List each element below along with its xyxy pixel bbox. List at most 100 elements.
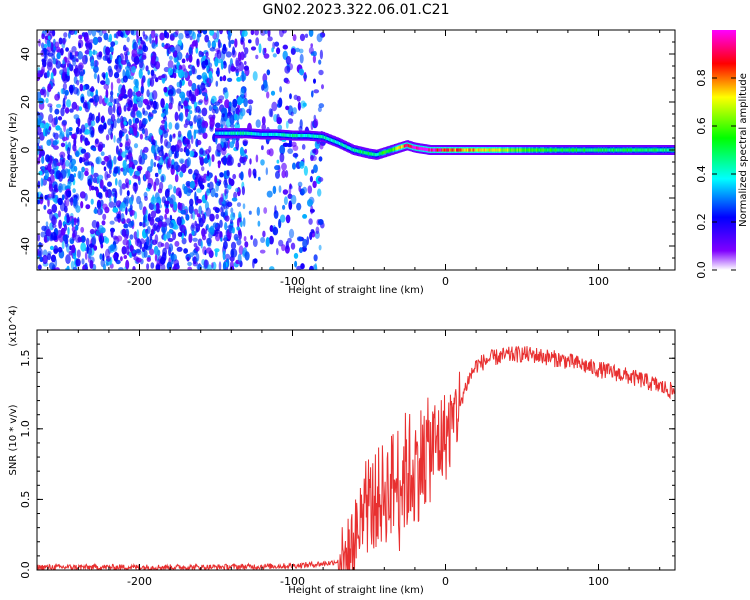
noise-cell xyxy=(169,35,175,41)
noise-cell xyxy=(50,231,57,241)
noise-cell xyxy=(71,218,74,228)
noise-cell xyxy=(183,123,188,128)
noise-cell xyxy=(133,126,138,137)
ridge-core xyxy=(464,148,467,152)
noise-cell xyxy=(53,145,59,150)
ridge-core xyxy=(310,134,313,138)
noise-cell xyxy=(132,91,136,97)
ridge-core xyxy=(491,148,495,152)
ridge-core xyxy=(279,133,283,137)
snr-xtick-label: -100 xyxy=(280,575,305,588)
noise-cell xyxy=(121,183,127,190)
noise-cell xyxy=(218,261,222,270)
noise-cell xyxy=(317,177,324,182)
noise-cell xyxy=(45,221,49,227)
noise-cell xyxy=(100,151,105,156)
noise-cell xyxy=(60,142,66,148)
noise-cell xyxy=(194,191,197,202)
noise-cell xyxy=(196,34,200,43)
ridge-core xyxy=(282,133,286,137)
noise-cell xyxy=(180,163,187,174)
ridge-core xyxy=(303,134,306,138)
ridge-core xyxy=(237,131,240,135)
noise-cell xyxy=(243,236,247,242)
noise-cell xyxy=(247,99,254,105)
noise-cell xyxy=(214,57,219,67)
noise-cell xyxy=(90,120,96,127)
noise-cell xyxy=(287,118,294,124)
noise-cell xyxy=(125,30,131,36)
noise-cell xyxy=(70,196,74,206)
noise-cell xyxy=(64,190,69,201)
noise-cell xyxy=(177,232,183,237)
noise-cell xyxy=(147,182,152,190)
noise-cell xyxy=(51,49,56,56)
noise-cell xyxy=(307,199,313,207)
noise-cell xyxy=(162,115,168,123)
noise-cell xyxy=(164,213,168,220)
ridge-core xyxy=(544,148,547,152)
noise-cell xyxy=(155,202,160,211)
noise-cell xyxy=(195,246,200,252)
noise-cell xyxy=(230,39,235,45)
noise-cell xyxy=(214,192,219,198)
noise-cell xyxy=(104,170,109,181)
noise-cell xyxy=(158,149,165,157)
noise-cell xyxy=(57,246,63,253)
ridge-core xyxy=(599,148,602,152)
ridge-core xyxy=(281,133,284,137)
noise-cell xyxy=(120,95,123,101)
ridge-core xyxy=(520,148,524,152)
ridge-core xyxy=(597,148,601,152)
noise-cell xyxy=(219,172,224,178)
noise-cell xyxy=(48,113,54,123)
noise-cell xyxy=(147,69,150,76)
noise-cell xyxy=(220,76,226,81)
noise-cell xyxy=(271,101,278,112)
noise-cell xyxy=(111,188,117,193)
noise-cell xyxy=(116,78,121,84)
ridge-core xyxy=(632,148,635,152)
noise-cell xyxy=(317,219,324,225)
ridge-core xyxy=(422,147,426,151)
noise-cell xyxy=(161,263,166,270)
noise-cell xyxy=(112,103,116,114)
ridge-core xyxy=(516,148,520,152)
noise-cell xyxy=(43,50,47,60)
noise-cell xyxy=(205,93,208,101)
noise-cell xyxy=(272,185,277,195)
ridge-core xyxy=(239,131,243,135)
ridge-core xyxy=(629,148,633,152)
noise-cell xyxy=(190,135,194,145)
noise-cell xyxy=(150,262,155,269)
ridge-core xyxy=(344,144,347,148)
noise-cell xyxy=(132,41,138,51)
ridge-core xyxy=(369,152,372,156)
noise-cell xyxy=(45,228,52,237)
ridge-core xyxy=(318,134,321,139)
noise-cell xyxy=(69,155,73,163)
noise-cell xyxy=(60,107,65,117)
noise-cell xyxy=(119,202,126,212)
noise-cell xyxy=(321,84,324,90)
noise-cell xyxy=(64,107,70,114)
ridge-core xyxy=(238,131,241,135)
ridge-core xyxy=(440,148,444,152)
noise-cell xyxy=(58,219,62,229)
noise-cell xyxy=(68,63,72,69)
noise-cell xyxy=(181,64,186,72)
noise-cell xyxy=(313,78,316,84)
noise-cell xyxy=(123,105,127,112)
noise-cell xyxy=(62,97,66,107)
ridge-core xyxy=(625,148,628,152)
ridge-core xyxy=(274,132,277,136)
noise-cell xyxy=(138,200,143,211)
noise-cell xyxy=(155,155,161,161)
noise-cell xyxy=(42,127,46,137)
noise-cell xyxy=(288,228,295,239)
noise-cell xyxy=(212,105,218,110)
noise-cell xyxy=(81,166,85,173)
noise-cell xyxy=(155,264,161,270)
spectrogram-xtick-label: -200 xyxy=(127,275,152,288)
